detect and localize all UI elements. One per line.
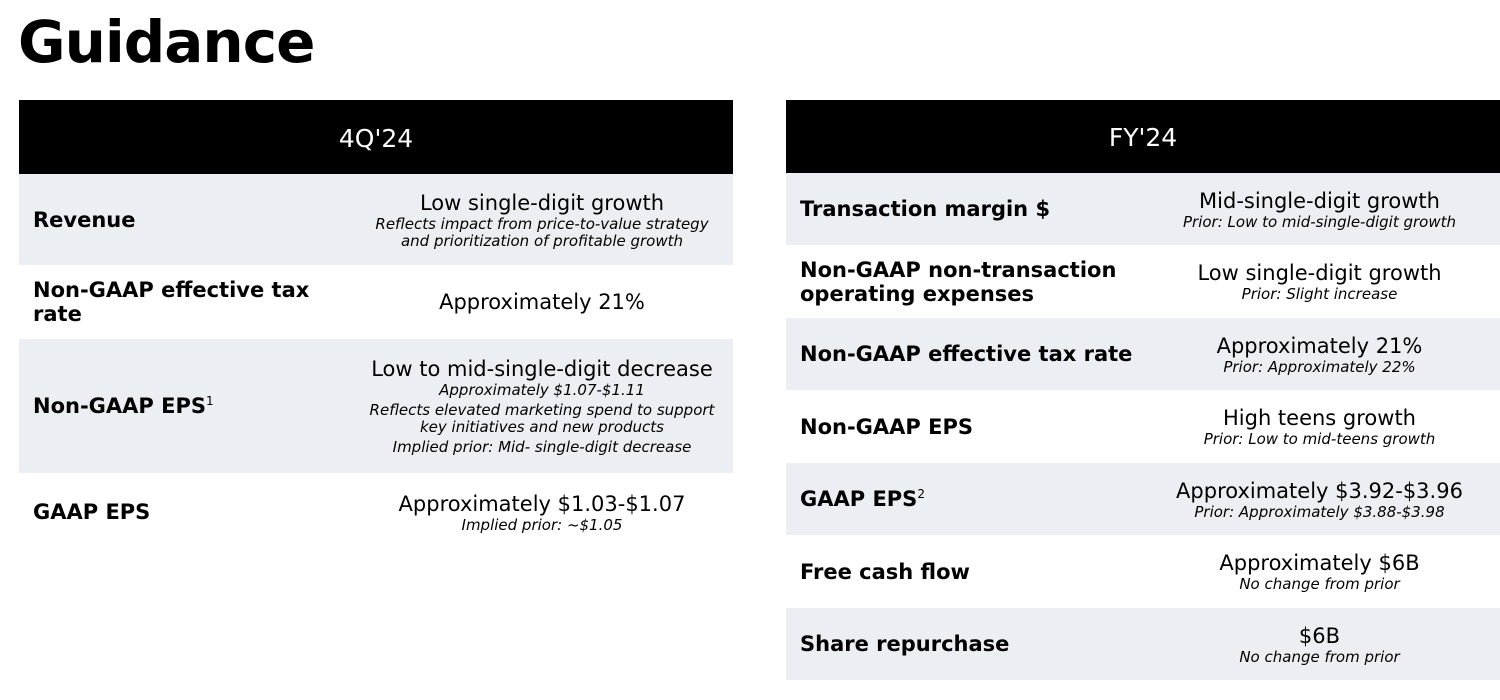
row-label-non-gaap-eps: Non-GAAP EPS [800, 414, 973, 439]
guidance-note: Implied prior: Mid- single-digit decreas… [392, 438, 692, 456]
label-text: Non-GAAP EPS [33, 394, 206, 418]
row-label-non-gaap-eps: Non-GAAP EPS1 [19, 394, 359, 418]
label-text: GAAP EPS [800, 487, 918, 511]
table-row: GAAP EPS Approximately $1.03-$1.07 Impli… [19, 473, 733, 551]
row-value: Approximately $3.92-$3.96 Prior: Approxi… [1141, 478, 1500, 521]
guidance-value: Approximately $1.03-$1.07 [398, 491, 686, 516]
guidance-note: key initiatives and new products [420, 418, 664, 436]
table-row: Share repurchase $6B No change from prio… [786, 608, 1500, 680]
table-row: Non-GAAP non-transaction operating expen… [786, 245, 1500, 318]
full-year-guidance-table: FY'24 Transaction margin $ Mid-single-di… [786, 100, 1500, 680]
table-row: Non-GAAP effective tax rate Approximatel… [786, 318, 1500, 390]
row-value: Low single-digit growth Reflects impact … [359, 190, 733, 250]
label-line: operating expenses [800, 281, 1035, 306]
guidance-value: High teens growth [1222, 406, 1416, 430]
guidance-value: Approximately $6B [1219, 551, 1420, 575]
row-value: Mid-single-digit growth Prior: Low to mi… [1141, 188, 1500, 231]
row-value: Low to mid-single-digit decrease Approxi… [359, 356, 733, 456]
row-value: Approximately 21% [359, 289, 733, 315]
guidance-note: Prior: Approximately $3.88-$3.98 [1194, 502, 1445, 521]
guidance-value: Low single-digit growth [419, 190, 665, 215]
guidance-note: No change from prior [1239, 647, 1400, 666]
guidance-note: Approximately $1.07-$1.11 [439, 381, 645, 399]
table-row: Non-GAAP EPS High teens growth Prior: Lo… [786, 390, 1500, 463]
table-row: Transaction margin $ Mid-single-digit gr… [786, 173, 1500, 245]
guidance-note: and prioritization of profitable growth [400, 231, 684, 250]
row-label-share-repurchase: Share repurchase [800, 632, 1010, 656]
guidance-note: Implied prior: ~$1.05 [461, 515, 623, 534]
quarter-header: 4Q'24 [19, 100, 733, 174]
row-label-free-cash-flow: Free cash flow [800, 559, 970, 584]
row-label-gaap-eps: GAAP EPS2 [786, 487, 1141, 511]
row-label-gaap-eps: GAAP EPS [33, 500, 151, 524]
row-value: Approximately $6B No change from prior [1141, 550, 1500, 593]
footnote-marker: 1 [205, 394, 214, 408]
table-row: Non-GAAP EPS1 Low to mid-single-digit de… [19, 339, 733, 473]
page-title: Guidance [18, 8, 315, 76]
guidance-note: Prior: Low to mid-single-digit growth [1182, 212, 1457, 231]
table-row: Non-GAAP effective tax rate Approximatel… [19, 265, 733, 339]
guidance-value: Low single-digit growth [1197, 261, 1442, 285]
label-line: Non-GAAP non-transaction [800, 257, 1117, 282]
quarter-guidance-table: 4Q'24 Revenue Low single-digit growth Re… [19, 100, 733, 551]
guidance-value: $6B [1298, 623, 1341, 648]
row-value: $6B No change from prior [1141, 623, 1500, 666]
row-label-tax-rate: Non-GAAP effective tax rate [33, 278, 310, 326]
full-year-header: FY'24 [786, 100, 1500, 173]
row-value: Low single-digit growth Prior: Slight in… [1141, 260, 1500, 303]
row-value: Approximately $1.03-$1.07 Implied prior:… [359, 491, 733, 534]
guidance-value: Approximately 21% [439, 290, 645, 314]
guidance-value: Approximately $3.92-$3.96 [1176, 478, 1463, 503]
row-label-non-transaction-opex: Non-GAAP non-transaction operating expen… [786, 258, 1141, 306]
row-label-revenue: Revenue [33, 207, 136, 232]
guidance-note: Prior: Slight increase [1241, 285, 1398, 303]
table-row: Free cash flow Approximately $6B No chan… [786, 535, 1500, 608]
row-value: Approximately 21% Prior: Approximately 2… [1141, 333, 1500, 376]
guidance-note: No change from prior [1239, 575, 1400, 593]
row-label-transaction-margin: Transaction margin $ [800, 197, 1051, 221]
guidance-note: Prior: Approximately 22% [1223, 357, 1416, 376]
footnote-marker: 2 [917, 487, 925, 501]
guidance-note: Reflects impact from price-to-value stra… [375, 214, 709, 233]
guidance-note: Prior: Low to mid-teens growth [1203, 430, 1436, 448]
table-row: Revenue Low single-digit growth Reflects… [19, 174, 733, 265]
table-row: GAAP EPS2 Approximately $3.92-$3.96 Prio… [786, 463, 1500, 535]
guidance-value: Low to mid-single-digit decrease [371, 357, 713, 381]
guidance-note: Reflects elevated marketing spend to sup… [369, 401, 715, 419]
guidance-value: Approximately 21% [1216, 333, 1423, 358]
guidance-value: Mid-single-digit growth [1199, 188, 1440, 213]
row-label-tax-rate: Non-GAAP effective tax rate [800, 342, 1133, 366]
row-value: High teens growth Prior: Low to mid-teen… [1141, 405, 1500, 448]
